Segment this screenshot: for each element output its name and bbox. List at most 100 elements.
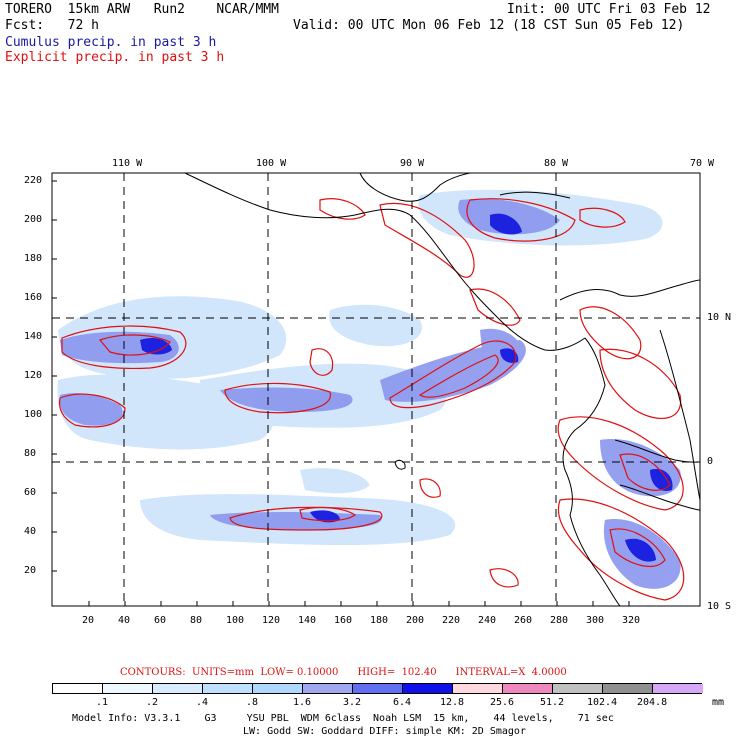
x-tick-label: 60 bbox=[154, 615, 167, 626]
valid-time: Valid: 00 UTC Mon 06 Feb 12 (18 CST Sun … bbox=[293, 18, 685, 33]
colorbar bbox=[52, 683, 703, 694]
x-tick-label: 260 bbox=[514, 615, 533, 626]
colorbar-cell bbox=[53, 684, 103, 693]
explicit-contour-peru-inner bbox=[609, 528, 666, 568]
lon-label-100w: 100 W bbox=[256, 158, 287, 169]
colorbar-cell bbox=[403, 684, 453, 693]
explicit-contour-south-band bbox=[229, 506, 383, 531]
colorbar-cell bbox=[453, 684, 503, 693]
explicit-contour-central-america bbox=[379, 202, 475, 278]
explicit-contour-ecuador-inner bbox=[619, 453, 671, 491]
model-title: TORERO 15km ARW Run2 NCAR/MMM bbox=[5, 2, 279, 17]
light-precip-patch-south bbox=[300, 468, 370, 494]
colorbar-units: mm bbox=[712, 697, 725, 708]
colorbar-label: 25.6 bbox=[490, 697, 515, 708]
y-tick-label: 40 bbox=[24, 526, 37, 537]
explicit-contour-itcz-west bbox=[224, 382, 331, 414]
x-tick-label: 120 bbox=[262, 615, 281, 626]
explicit-contour-south-inner bbox=[299, 506, 357, 522]
coast-caribbean-south bbox=[559, 279, 700, 301]
explicit-contour-west-inner bbox=[98, 334, 171, 356]
x-tick-label: 100 bbox=[226, 615, 245, 626]
lon-label-110w: 110 W bbox=[112, 158, 143, 169]
y-tick-label: 220 bbox=[24, 175, 43, 186]
lon-label-80w: 80 W bbox=[544, 158, 569, 169]
colorbar-label: 6.4 bbox=[393, 697, 412, 708]
x-tick-label: 20 bbox=[82, 615, 95, 626]
colorbar-cell bbox=[553, 684, 603, 693]
y-tick-label: 100 bbox=[24, 409, 43, 420]
colorbar-label: 12.8 bbox=[440, 697, 465, 708]
cumulus-precip-label: Cumulus precip. in past 3 h bbox=[5, 35, 217, 50]
explicit-contour-caribbean bbox=[466, 198, 576, 242]
y-tick-label: 20 bbox=[24, 565, 37, 576]
heavy-core-2 bbox=[490, 213, 522, 235]
explicit-contour-blob-central bbox=[309, 348, 334, 376]
y-tick-label: 60 bbox=[24, 487, 37, 498]
colorbar-label: 3.2 bbox=[343, 697, 362, 708]
y-tick-label: 80 bbox=[24, 448, 37, 459]
y-tick-label: 120 bbox=[24, 370, 43, 381]
colorbar-label: .8 bbox=[246, 697, 259, 708]
medium-precip-band-east bbox=[380, 340, 526, 402]
init-time: Init: 00 UTC Fri 03 Feb 12 bbox=[507, 2, 711, 17]
explicit-contour-west bbox=[61, 325, 187, 369]
forecast-hour: Fcst: 72 h bbox=[5, 18, 99, 33]
y-tick-label: 180 bbox=[24, 253, 43, 264]
colorbar-cell bbox=[253, 684, 303, 693]
colorbar-cell bbox=[103, 684, 153, 693]
explicit-contour-gulf-north bbox=[319, 198, 366, 220]
lat-label-10n: 10 N bbox=[707, 312, 732, 323]
x-tick-label: 160 bbox=[334, 615, 353, 626]
light-precip-patch-central bbox=[329, 304, 422, 347]
explicit-contour-sw bbox=[58, 393, 126, 428]
explicit-contour-peru bbox=[557, 498, 685, 601]
x-tick-label: 240 bbox=[478, 615, 497, 626]
lat-lon-grid bbox=[52, 173, 700, 606]
explicit-contour-caribbean-east bbox=[579, 207, 626, 228]
colorbar-cell bbox=[653, 684, 703, 693]
x-tick-label: 280 bbox=[550, 615, 569, 626]
colorbar-cell bbox=[203, 684, 253, 693]
lon-label-90w: 90 W bbox=[400, 158, 425, 169]
explicit-contour-south-patch bbox=[489, 568, 519, 588]
colorbar-label: 51.2 bbox=[540, 697, 565, 708]
coast-south-america bbox=[562, 337, 621, 606]
colorbar-label: .2 bbox=[146, 697, 159, 708]
lon-label-70w: 70 W bbox=[690, 158, 715, 169]
heavy-core-3 bbox=[650, 468, 673, 491]
model-info-line: Model Info: V3.3.1 G3 YSU PBL WDM 6class… bbox=[72, 713, 614, 724]
explicit-contour-colombia bbox=[599, 348, 682, 419]
colorbar-cell bbox=[153, 684, 203, 693]
lat-label-0: 0 bbox=[707, 456, 714, 467]
explicit-contour-ecuador bbox=[557, 416, 684, 511]
coast-gulf-mexico bbox=[359, 173, 471, 202]
colorbar-label: .1 bbox=[96, 697, 109, 708]
plot-frame bbox=[51, 172, 701, 607]
explicit-contour-central-east bbox=[389, 340, 517, 409]
medium-precip-cluster-sw bbox=[59, 393, 123, 426]
colorbar-cell bbox=[353, 684, 403, 693]
x-tick-label: 40 bbox=[118, 615, 131, 626]
axis-ticks bbox=[52, 180, 630, 606]
x-tick-label: 220 bbox=[442, 615, 461, 626]
border-ecuador-peru bbox=[619, 484, 700, 511]
y-tick-label: 160 bbox=[24, 292, 43, 303]
x-tick-label: 200 bbox=[406, 615, 425, 626]
medium-precip-band-itcz bbox=[220, 387, 353, 412]
x-tick-label: 140 bbox=[298, 615, 317, 626]
lat-label-10s: 10 S bbox=[707, 601, 732, 612]
border-brazil bbox=[659, 329, 700, 501]
colorbar-cell bbox=[503, 684, 553, 693]
medium-precip-shading bbox=[59, 198, 681, 589]
heavy-core-4 bbox=[625, 538, 656, 562]
colorbar-label: .4 bbox=[196, 697, 209, 708]
y-tick-label: 140 bbox=[24, 331, 43, 342]
galapagos-island bbox=[394, 459, 406, 470]
coastlines bbox=[184, 173, 700, 606]
colorbar-label: 102.4 bbox=[587, 697, 618, 708]
explicit-contour-central-east-inner bbox=[418, 354, 499, 398]
physics-info-line: LW: Godd SW: Goddard DIFF: simple KM: 2D… bbox=[243, 726, 526, 737]
explicit-contour-colombia-north bbox=[579, 306, 642, 360]
